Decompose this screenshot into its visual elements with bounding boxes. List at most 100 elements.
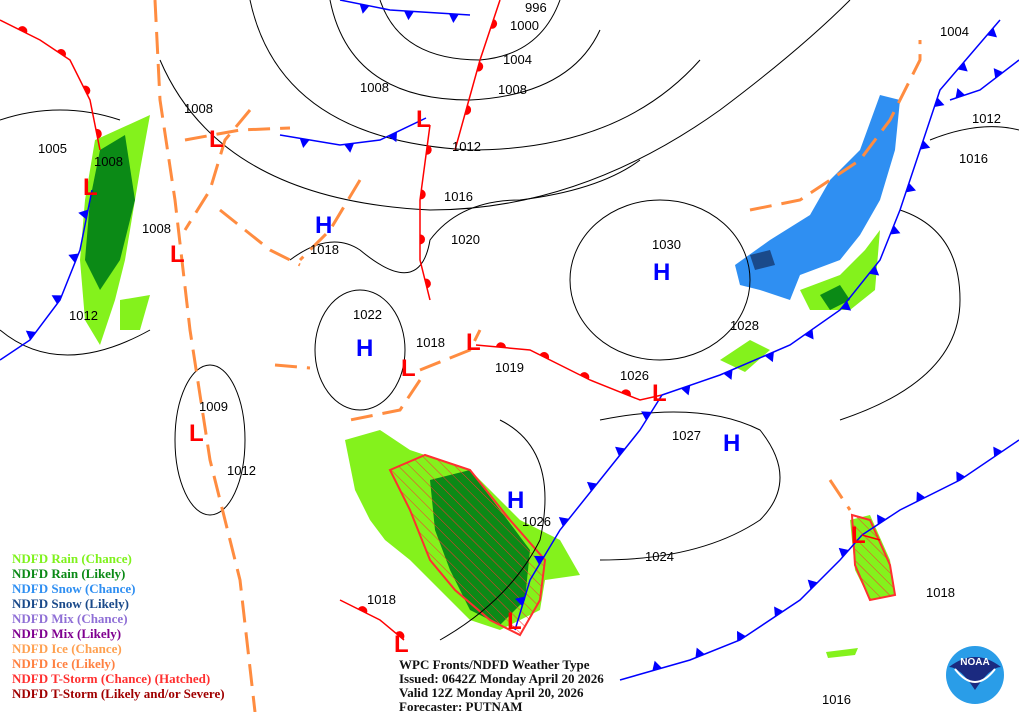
isobar-label: 1016 [959,151,988,166]
cold-front-barb [920,140,931,150]
high-pressure-center: H [653,259,670,286]
cold-front-barb [986,27,997,38]
isobar-label: 1019 [495,360,524,375]
low-pressure-center: L [851,522,866,549]
cold-front-barb [51,295,62,304]
legend-item: NDFD Ice (Likely) [12,656,116,671]
rain-chance-area [800,230,880,310]
warm-front-barb [495,342,506,348]
valid-time: Valid 12Z Monday April 20, 2026 [399,685,584,700]
cold-front-barb [680,385,691,396]
cold-front [279,117,427,146]
cold-front [661,19,1001,396]
cold-front-barb [78,209,89,220]
cold-front-barb [514,596,526,607]
isobar-label: 1012 [972,111,1001,126]
warm-front-barb [621,389,631,397]
isobar-label: 1008 [94,154,123,169]
rain-chance-area [720,340,770,372]
tstorm-chance-area [850,513,897,602]
isobars [0,0,1019,641]
cold-front-barb [359,3,370,14]
troughs [153,0,922,712]
legend-item: NDFD Rain (Likely) [12,566,126,581]
isobar-label: 1026 [522,514,551,529]
cold-front [861,439,1019,536]
cold-front-barb [956,471,966,482]
cold-front-barb [641,411,652,421]
high-pressure-center: H [507,487,524,514]
cold-front-barb [586,481,598,492]
warm-front-barb [426,144,432,155]
isobar-label: 1020 [451,232,480,247]
isobar-label: 1018 [416,335,445,350]
cold-front-barb [533,555,545,565]
isobar-label: 1026 [620,368,649,383]
warm-front-barb [357,606,368,614]
cold-front-barb [403,10,414,21]
cold-front-barb [993,68,1004,79]
low-pressure-center: L [83,174,98,201]
low-pressure-center: L [466,329,481,356]
cold-front-barb [695,647,705,658]
warm-front-barb [420,189,426,200]
isobar-label: 1018 [926,585,955,600]
title-block: WPC Fronts/NDFD Weather Type Issued: 064… [399,658,604,712]
cold-front-barb [838,547,849,558]
cold-front [339,0,471,16]
legend-item: NDFD Mix (Chance) [12,611,128,626]
isobar-label: 1030 [652,237,681,252]
rain-chance-area [120,295,150,330]
cold-front-barb [736,630,746,642]
cold-front-barb [890,225,901,235]
legend-item: NDFD Snow (Likely) [12,596,130,611]
fronts [0,0,1019,681]
legend-item: NDFD T-Storm (Chance) (Hatched) [12,671,211,686]
legend-item: NDFD Snow (Chance) [12,581,136,596]
high-pressure-center: H [723,430,740,457]
legend-item: NDFD T-Storm (Likely and/or Severe) [12,686,225,701]
isobar-label: 1016 [444,189,473,204]
cold-front-barb [723,369,733,380]
cold-front-barb [840,301,852,311]
isobar-label: 1027 [672,428,701,443]
cold-front-barb [869,265,880,276]
low-pressure-center: L [401,355,416,382]
cold-front-barb [807,579,818,590]
cold-front-barb [344,143,355,153]
isobar-label: 1008 [184,101,213,116]
low-pressure-center: L [189,420,204,447]
warm-front-barb [395,631,405,640]
pressure-labels: 996 1000 1004 1008 1008 1012 1016 1020 1030 1018 1… [38,0,1001,707]
cold-front-barb [804,329,814,340]
warm-front [861,534,881,541]
cold-front-barb [957,61,968,72]
low-pressure-center: L [416,106,431,133]
high-pressure-center: H [315,212,332,239]
low-pressure-center: L [652,380,667,407]
isobar-label: 1005 [38,141,67,156]
cold-front [619,534,863,681]
warm-front-barb [490,18,498,29]
low-pressure-center: L [394,631,409,658]
warm-front-barb [476,61,484,72]
isobar-label: 1012 [452,139,481,154]
legend-item: NDFD Mix (Likely) [12,626,122,641]
warm-front [0,19,101,151]
warm-front [475,344,663,401]
cold-front-barb [68,253,79,263]
isobar-label: 1012 [227,463,256,478]
isobar-label: 1024 [645,549,674,564]
snow-likely-area [750,250,775,270]
cold-front-barb [615,446,626,457]
cold-front-barb [652,660,662,671]
isobar-label: 1018 [310,242,339,257]
cold-front-barb [25,330,37,340]
isobar-label: 1008 [142,221,171,236]
snow-chance-area [735,95,900,300]
issued-time: Issued: 0642Z Monday April 20 2026 [399,671,604,686]
cold-front-barb [993,446,1003,457]
warm-front-barb [83,85,91,96]
isobar-label: 996 [525,0,547,15]
